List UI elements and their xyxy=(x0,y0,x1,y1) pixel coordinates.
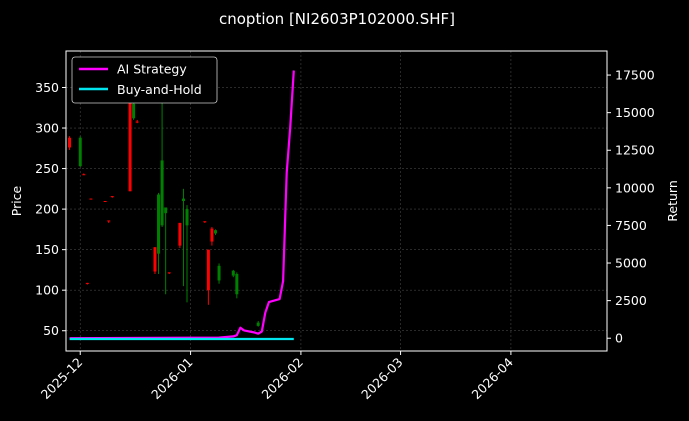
y-axis-left-label: Price xyxy=(9,185,24,216)
y-right-tick-label: 0 xyxy=(615,331,623,346)
y-axis-right-label: Return xyxy=(665,180,680,221)
candle-body xyxy=(157,194,161,254)
candle-body xyxy=(85,282,89,284)
candle-body xyxy=(181,198,185,201)
candle-body xyxy=(167,272,171,274)
y-left-tick-label: 200 xyxy=(35,202,59,217)
y-right-tick-label: 5000 xyxy=(615,256,647,271)
legend-box xyxy=(71,56,218,104)
candle-body xyxy=(213,230,217,234)
x-axis: 2025-12 2026-01 2026-02 2026-03 2026-04 xyxy=(38,351,516,402)
series-line-ai-strategy xyxy=(69,70,295,340)
y-left-tick-label: 300 xyxy=(35,121,59,136)
candle-body xyxy=(203,221,207,223)
x-tick-label: 2026-02 xyxy=(258,355,306,403)
y-right-tick-label: 7500 xyxy=(615,218,647,233)
candle-body xyxy=(235,273,239,295)
candle-body xyxy=(178,222,182,246)
y-left-tick-label: 50 xyxy=(43,323,59,338)
y-left-tick-label: 250 xyxy=(35,161,59,176)
y-left-tick-label: 350 xyxy=(35,80,59,95)
return-lines xyxy=(69,70,295,341)
candle-body xyxy=(128,63,132,192)
y-right-tick-label: 12500 xyxy=(615,143,655,158)
x-tick-label: 2025-12 xyxy=(38,355,86,403)
y-right-tick-label: 10000 xyxy=(615,180,655,195)
candle-body xyxy=(68,137,72,148)
legend-label-ai-strategy: AI Strategy xyxy=(117,62,187,77)
candle-body xyxy=(78,137,82,167)
candle-body xyxy=(110,196,114,198)
candle-body xyxy=(89,198,93,200)
plot-frame xyxy=(65,50,608,352)
y-right-tick-label: 2500 xyxy=(615,293,647,308)
candle-body xyxy=(206,249,210,291)
candle-body xyxy=(107,220,111,222)
candle-body xyxy=(185,209,189,226)
candle-body xyxy=(153,247,157,272)
candle-body xyxy=(256,322,260,326)
candle-body xyxy=(160,160,164,226)
legend: AI Strategy Buy-and-Hold xyxy=(71,56,218,104)
candle-body xyxy=(217,265,221,281)
y-right-tick-label: 15000 xyxy=(615,105,655,120)
y-axis-left: 50 100 150 200 250 300 350 xyxy=(35,80,66,338)
x-tick-label: 2026-04 xyxy=(468,354,516,402)
candle-body xyxy=(82,174,86,176)
candle-body xyxy=(210,228,214,242)
candles xyxy=(68,63,260,327)
y-left-tick-label: 100 xyxy=(35,283,59,298)
x-tick-label: 2026-03 xyxy=(358,355,406,403)
y-axis-right: 0 2500 5000 7500 10000 12500 15000 17500 xyxy=(607,68,655,346)
chart-title: cnoption [NI2603P102000.SHF] xyxy=(219,10,455,28)
x-tick-label: 2026-01 xyxy=(148,355,196,403)
candle-body xyxy=(231,270,235,276)
legend-label-buy-and-hold: Buy-and-Hold xyxy=(117,82,202,97)
y-right-tick-label: 17500 xyxy=(615,68,655,83)
candle-body xyxy=(164,207,168,214)
candle-body xyxy=(135,121,139,123)
y-left-tick-label: 150 xyxy=(35,242,59,257)
candle-body xyxy=(132,103,136,119)
candle-body xyxy=(103,201,107,202)
